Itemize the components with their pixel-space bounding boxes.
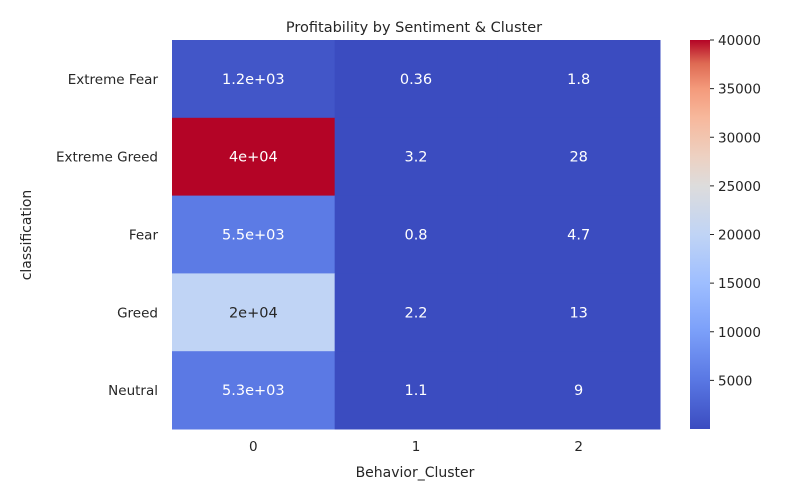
x-tick-label: 2 <box>574 439 583 455</box>
heatmap-cell <box>497 117 661 197</box>
colorbar-tick-label: 5000 <box>718 373 752 389</box>
heatmap-cell <box>497 273 661 352</box>
colorbar-tick-label: 40000 <box>718 33 761 49</box>
y-axis-label: classification <box>19 190 35 281</box>
heatmap-cell <box>334 117 498 197</box>
heatmap-cell-label: 3.2 <box>404 150 427 166</box>
heatmap-cells <box>172 40 661 430</box>
x-tick-label: 1 <box>412 439 421 455</box>
y-tick-label: Greed <box>117 305 158 321</box>
heatmap-cell-label: 28 <box>569 150 587 166</box>
colorbar-tick-label: 30000 <box>718 130 761 146</box>
heatmap-cell-labels: 1.2e+03 0.36 1.8 4e+04 3.2 28 5.5e+03 0.8 4.7 2e+… <box>222 72 590 399</box>
x-axis-tick-labels: 0 1 2 <box>249 439 583 455</box>
colorbar-tick-label: 15000 <box>718 276 761 292</box>
heatmap-cell <box>172 273 336 352</box>
y-axis-tick-labels: Extreme Fear Extreme Greed Fear Greed Neutra… <box>56 72 158 399</box>
heatmap-cell-label: 5.3e+03 <box>222 383 285 399</box>
heatmap-cell-label: 9 <box>574 383 583 399</box>
heatmap-cell-label: 1.1 <box>404 383 427 399</box>
chart-title: Profitability by Sentiment & Cluster <box>286 20 542 36</box>
heatmap-cell <box>334 351 498 430</box>
heatmap-cell <box>334 40 498 119</box>
heatmap-cell-label: 1.2e+03 <box>222 72 285 88</box>
y-tick-label: Extreme Greed <box>56 150 158 166</box>
heatmap-cell-label: 1.8 <box>567 72 590 88</box>
y-tick-label: Fear <box>129 228 159 244</box>
y-tick-label: Neutral <box>108 383 158 399</box>
heatmap-cell <box>497 195 661 274</box>
heatmap-cell-label: 0.8 <box>404 228 427 244</box>
heatmap-cell-label: 5.5e+03 <box>222 228 285 244</box>
colorbar-tick-label: 25000 <box>718 179 761 195</box>
heatmap-cell <box>334 273 498 352</box>
y-tick-label: Extreme Fear <box>68 72 159 88</box>
heatmap-cell <box>334 195 498 274</box>
heatmap-cell-label: 13 <box>569 305 587 321</box>
heatmap-cell-label: 2e+04 <box>229 305 278 321</box>
heatmap-cell-label: 4.7 <box>567 228 590 244</box>
x-axis-label: Behavior_Cluster <box>356 465 475 481</box>
colorbar-tick-label: 10000 <box>718 325 761 341</box>
heatmap-cell <box>172 40 336 119</box>
heatmap-cell <box>497 351 661 430</box>
heatmap-cell <box>497 40 661 119</box>
heatmap-cell-label: 2.2 <box>404 305 427 321</box>
colorbar <box>690 40 710 429</box>
colorbar-tick-label: 35000 <box>718 82 761 98</box>
heatmap-cell <box>172 117 336 197</box>
heatmap-cell-label: 4e+04 <box>229 150 278 166</box>
heatmap-cell-label: 0.36 <box>400 72 432 88</box>
heatmap-cell <box>172 195 336 274</box>
colorbar-tick-labels: 5000 10000 15000 20000 25000 30000 35000 40000 <box>710 33 761 389</box>
heatmap-cell <box>172 351 336 430</box>
colorbar-tick-label: 20000 <box>718 228 761 244</box>
x-tick-label: 0 <box>249 439 258 455</box>
